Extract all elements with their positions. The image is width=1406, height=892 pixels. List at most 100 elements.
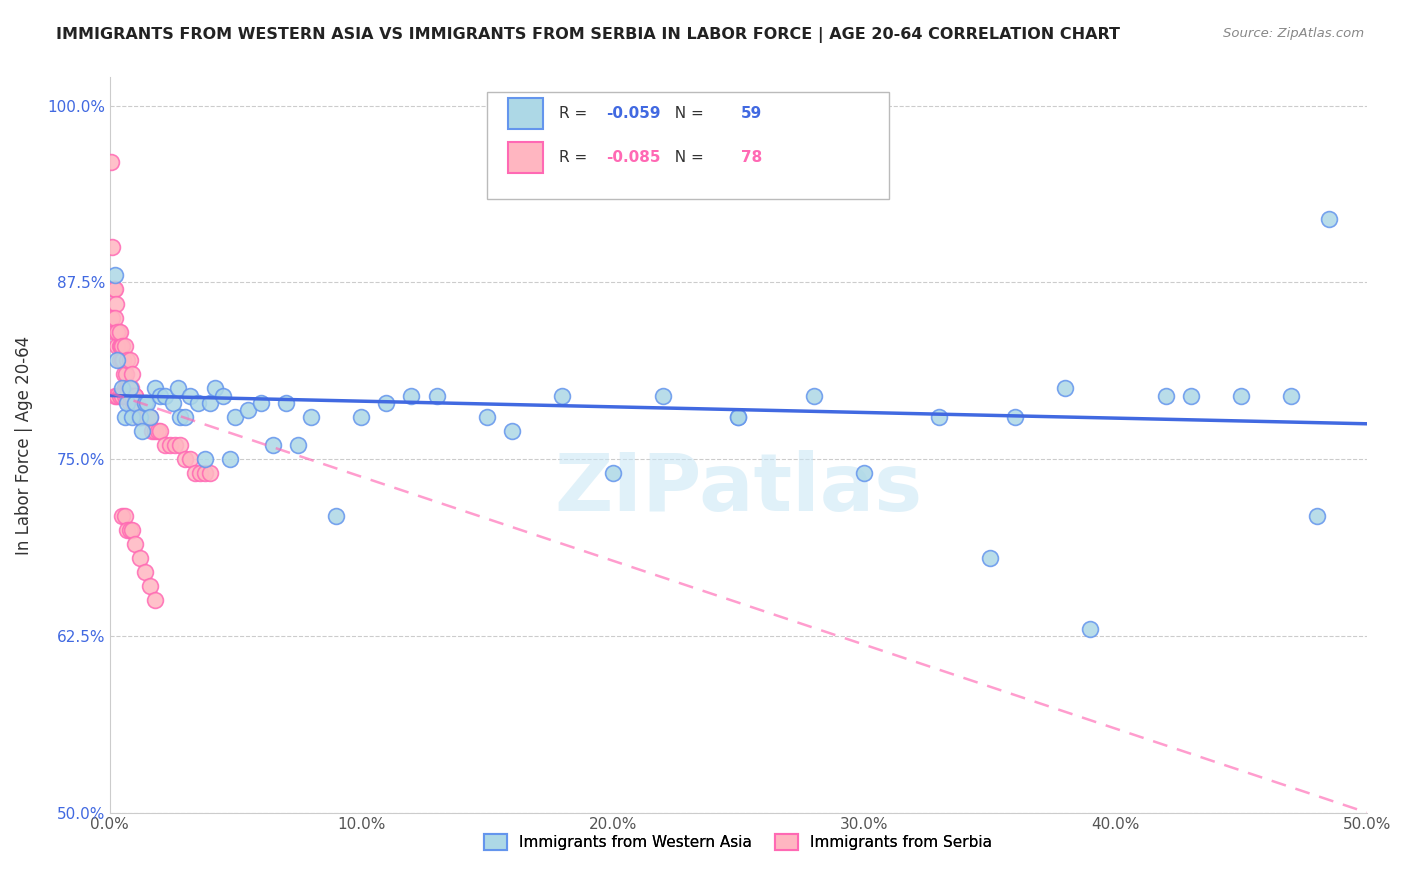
Point: [118, 353, 141, 368]
Point: [118, 381, 141, 395]
Point: [134, 566, 156, 580]
Point: [274, 395, 297, 409]
Point: [325, 508, 347, 523]
Point: [602, 467, 624, 481]
Point: [131, 409, 153, 424]
Point: [1154, 388, 1177, 402]
Point: [141, 424, 163, 438]
Point: [200, 467, 222, 481]
Point: [727, 409, 749, 424]
Point: [853, 467, 876, 481]
Point: [1279, 388, 1302, 402]
Point: [1305, 508, 1327, 523]
Point: [134, 395, 156, 409]
Point: [143, 381, 166, 395]
Point: [187, 395, 209, 409]
Point: [112, 368, 135, 382]
Point: [105, 339, 128, 353]
Point: [501, 424, 523, 438]
Point: [117, 381, 139, 395]
Point: [727, 409, 749, 424]
Point: [219, 452, 242, 467]
Point: [108, 339, 131, 353]
Point: [107, 325, 129, 339]
Point: [114, 381, 136, 395]
Point: [105, 296, 128, 310]
Point: [188, 467, 211, 481]
Point: [169, 409, 191, 424]
Legend: Immigrants from Western Asia, Immigrants from Serbia: Immigrants from Western Asia, Immigrants…: [478, 828, 998, 856]
Point: [139, 409, 162, 424]
Point: [179, 388, 201, 402]
Point: [134, 409, 156, 424]
Point: [127, 395, 149, 409]
Point: [236, 402, 259, 417]
Y-axis label: In Labor Force | Age 20-64: In Labor Force | Age 20-64: [15, 335, 32, 555]
Bar: [508, 142, 544, 173]
Point: [104, 268, 127, 283]
Text: R =: R =: [558, 150, 592, 165]
Text: 78: 78: [741, 150, 762, 165]
Point: [117, 388, 139, 402]
Point: [149, 424, 172, 438]
Point: [114, 388, 136, 402]
Point: [928, 409, 950, 424]
Point: [117, 381, 139, 395]
Point: [118, 523, 141, 537]
Point: [350, 409, 373, 424]
Point: [139, 579, 162, 593]
Point: [124, 388, 146, 402]
Point: [111, 339, 134, 353]
Point: [114, 508, 136, 523]
Point: [104, 388, 127, 402]
Point: [179, 452, 201, 467]
Point: [299, 409, 322, 424]
Point: [105, 388, 128, 402]
Point: [143, 593, 166, 607]
Point: [129, 409, 152, 424]
Text: N =: N =: [665, 106, 709, 121]
Point: [129, 409, 152, 424]
Point: [287, 438, 309, 452]
Point: [194, 452, 217, 467]
Point: [153, 438, 176, 452]
Point: [136, 395, 159, 409]
Point: [114, 381, 136, 395]
Point: [111, 381, 134, 395]
Point: [174, 409, 197, 424]
Point: [121, 388, 143, 402]
Point: [111, 353, 134, 368]
Point: [115, 368, 138, 382]
Point: [125, 395, 148, 409]
Point: [651, 388, 673, 402]
Point: [129, 551, 152, 566]
Point: [104, 283, 127, 297]
Point: [118, 388, 141, 402]
Point: [803, 388, 825, 402]
Point: [105, 353, 128, 368]
Point: [146, 424, 169, 438]
Point: [128, 409, 150, 424]
Point: [166, 381, 188, 395]
Point: [110, 339, 132, 353]
Point: [1230, 388, 1253, 402]
Point: [249, 395, 271, 409]
Point: [105, 325, 128, 339]
Text: 59: 59: [741, 106, 762, 121]
Point: [122, 395, 145, 409]
Point: [262, 438, 284, 452]
Point: [124, 388, 146, 402]
Point: [194, 467, 217, 481]
Point: [114, 339, 136, 353]
Point: [118, 388, 141, 402]
Point: [139, 409, 162, 424]
Point: [124, 537, 146, 551]
Point: [1004, 409, 1026, 424]
Point: [108, 325, 131, 339]
Point: [212, 388, 235, 402]
Point: [101, 310, 124, 325]
Point: [124, 395, 146, 409]
Point: [110, 353, 132, 368]
Point: [120, 381, 142, 395]
Point: [100, 155, 122, 169]
